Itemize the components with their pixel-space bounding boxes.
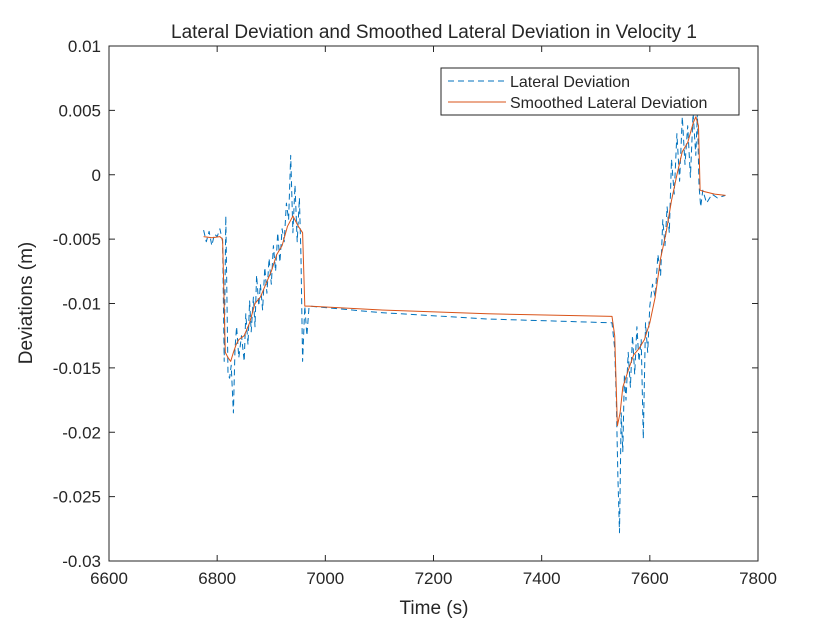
y-tick-label: 0.01 — [68, 37, 101, 56]
x-tick-label: 6600 — [90, 569, 128, 588]
legend-box — [440, 67, 740, 116]
y-axis-label: Deviations (m) — [16, 242, 37, 364]
x-tick-label: 7000 — [306, 569, 344, 588]
y-tick-label: -0.02 — [62, 423, 101, 442]
legend: Lateral Deviation Smoothed Lateral Devia… — [440, 67, 740, 116]
y-tick-label: -0.025 — [53, 488, 101, 507]
x-tick-label: 6800 — [198, 569, 236, 588]
ticks-layer: 6600 6800 7000 7200 7400 7600 7800 0.01 0.005 0 -0… — [53, 37, 777, 588]
y-tick-label: -0.01 — [62, 295, 101, 314]
series-layer — [203, 112, 726, 534]
x-tick-label: 7800 — [739, 569, 777, 588]
y-tick-label: 0 — [92, 166, 101, 185]
y-tick-label: -0.015 — [53, 359, 101, 378]
legend-label-smoothed-lateral-deviation: Smoothed Lateral Deviation — [510, 95, 707, 112]
chart-title: Lateral Deviation and Smoothed Lateral D… — [171, 22, 697, 43]
plot-area — [109, 46, 758, 561]
y-tick-label: -0.005 — [53, 230, 101, 249]
x-tick-label: 7200 — [415, 569, 453, 588]
y-tick-label: 0.005 — [58, 101, 101, 120]
legend-label-lateral-deviation: Lateral Deviation — [510, 74, 630, 91]
series-line-lateral-deviation — [203, 112, 726, 534]
x-axis-label: Time (s) — [400, 598, 469, 619]
y-tick-label: -0.03 — [62, 552, 101, 571]
series-line-smoothed-lateral-deviation — [203, 116, 726, 427]
x-tick-label: 7400 — [523, 569, 561, 588]
x-tick-label: 7600 — [631, 569, 669, 588]
